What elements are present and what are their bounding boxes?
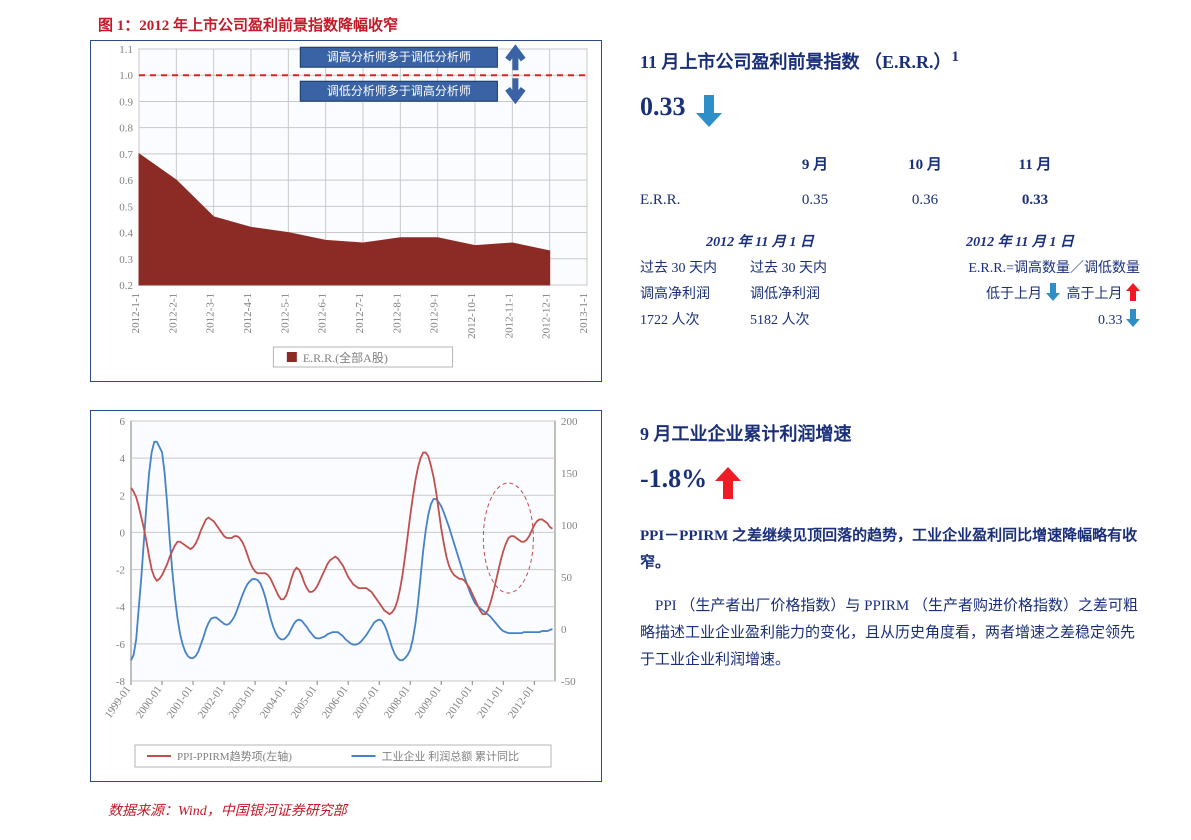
svg-text:2012-12-1: 2012-12-1 — [541, 293, 553, 339]
bold-paragraph: PPI－PPIRM 之差继续见顶回落的趋势，工业企业盈利同比增速降幅略有收窄。 — [640, 523, 1140, 577]
body-paragraph: PPI （生产者出厂价格指数）与 PPIRM （生产者购进价格指数）之差可粗略描… — [640, 593, 1140, 674]
svg-text:2008-01: 2008-01 — [382, 684, 413, 721]
svg-text:200: 200 — [561, 416, 578, 428]
svg-text:2009-01: 2009-01 — [413, 684, 444, 721]
svg-text:0.6: 0.6 — [119, 175, 133, 187]
svg-text:2012-4-1: 2012-4-1 — [242, 293, 254, 333]
svg-text:工业企业 利润总额 累计同比: 工业企业 利润总额 累计同比 — [381, 749, 518, 763]
svg-text:2012-2-1: 2012-2-1 — [167, 293, 179, 333]
svg-text:2004-01: 2004-01 — [258, 684, 289, 721]
figure-title: 图 1：2012 年上市公司盈利前景指数降幅收窄 — [98, 14, 398, 35]
svg-text:0.4: 0.4 — [119, 228, 133, 240]
profit-value: -1.8% — [640, 464, 707, 493]
svg-text:-4: -4 — [116, 602, 126, 614]
svg-text:2012-11-1: 2012-11-1 — [503, 293, 515, 338]
small-arrow-up-icon — [1126, 283, 1140, 301]
svg-text:2010-01: 2010-01 — [444, 684, 475, 721]
svg-text:2002-01: 2002-01 — [196, 684, 227, 721]
svg-text:-2: -2 — [116, 565, 125, 577]
svg-text:0.8: 0.8 — [119, 123, 133, 135]
svg-text:-6: -6 — [116, 639, 126, 651]
svg-text:2005-01: 2005-01 — [289, 684, 320, 721]
svg-text:0: 0 — [561, 624, 567, 636]
svg-text:2012-6-1: 2012-6-1 — [317, 293, 329, 333]
svg-text:2012-01: 2012-01 — [506, 684, 537, 721]
svg-text:2012-10-1: 2012-10-1 — [466, 293, 478, 339]
err-notes: 2012 年 11 月 1 日 2012 年 11 月 1 日 — [640, 231, 1140, 251]
svg-text:4: 4 — [120, 453, 126, 465]
small-arrow-down-icon — [1126, 309, 1140, 327]
svg-text:6: 6 — [120, 416, 126, 428]
svg-text:0: 0 — [120, 527, 126, 539]
svg-text:50: 50 — [561, 572, 573, 584]
err-value: 0.33 — [640, 92, 686, 121]
svg-text:2007-01: 2007-01 — [351, 684, 382, 721]
svg-text:2006-01: 2006-01 — [320, 684, 351, 721]
data-source-footnote: 数据来源：Wind，中国银河证券研究部 — [108, 800, 347, 820]
arrow-down-icon — [698, 95, 720, 127]
svg-text:2011-01: 2011-01 — [475, 684, 506, 721]
svg-text:2012-5-1: 2012-5-1 — [279, 293, 291, 333]
svg-text:2001-01: 2001-01 — [165, 684, 196, 721]
svg-text:100: 100 — [561, 520, 578, 532]
svg-text:调高分析师多于调低分析师: 调高分析师多于调低分析师 — [327, 49, 471, 64]
svg-text:2012-8-1: 2012-8-1 — [391, 293, 403, 333]
svg-text:1999-01: 1999-01 — [103, 684, 134, 721]
svg-text:PPI-PPIRM趋势项(左轴): PPI-PPIRM趋势项(左轴) — [177, 749, 292, 763]
svg-text:2003-01: 2003-01 — [227, 684, 258, 721]
arrow-up-icon — [717, 467, 739, 499]
svg-text:2012-3-1: 2012-3-1 — [205, 293, 217, 333]
svg-text:150: 150 — [561, 468, 578, 480]
svg-text:0.3: 0.3 — [119, 254, 133, 266]
svg-text:E.R.R.(全部A股): E.R.R.(全部A股) — [303, 350, 388, 365]
chart-1: 0.2 0.3 0.4 0.5 0.6 0.7 0.8 0.9 1.0 1.1 2012-1-1 20… — [90, 40, 602, 382]
err-title: 11 月上市公司盈利前景指数 （E.R.R.）1 — [640, 48, 1140, 74]
svg-text:2: 2 — [120, 490, 126, 502]
svg-text:2013-1-1: 2013-1-1 — [578, 293, 590, 333]
svg-text:1.1: 1.1 — [119, 44, 133, 56]
svg-text:2012-7-1: 2012-7-1 — [354, 293, 366, 333]
chart-2: -8-6-4-20246-500501001502001999-012000-0… — [90, 410, 602, 782]
svg-text:2012-1-1: 2012-1-1 — [130, 293, 142, 333]
svg-text:2000-01: 2000-01 — [134, 684, 165, 721]
svg-text:0.9: 0.9 — [119, 96, 133, 108]
svg-text:1.0: 1.0 — [119, 70, 133, 82]
small-arrow-down-icon — [1046, 283, 1060, 301]
svg-text:-50: -50 — [561, 676, 576, 688]
svg-text:调低分析师多于调高分析师: 调低分析师多于调高分析师 — [327, 83, 471, 98]
svg-text:0.7: 0.7 — [119, 149, 133, 161]
svg-text:2012-9-1: 2012-9-1 — [429, 293, 441, 333]
profit-title: 9 月工业企业累计利润增速 — [640, 420, 1140, 446]
svg-text:0.2: 0.2 — [119, 280, 133, 292]
svg-text:0.5: 0.5 — [119, 201, 133, 213]
err-table: 9 月 10 月 11 月 E.R.R. 0.35 0.36 0.33 — [640, 149, 1140, 213]
